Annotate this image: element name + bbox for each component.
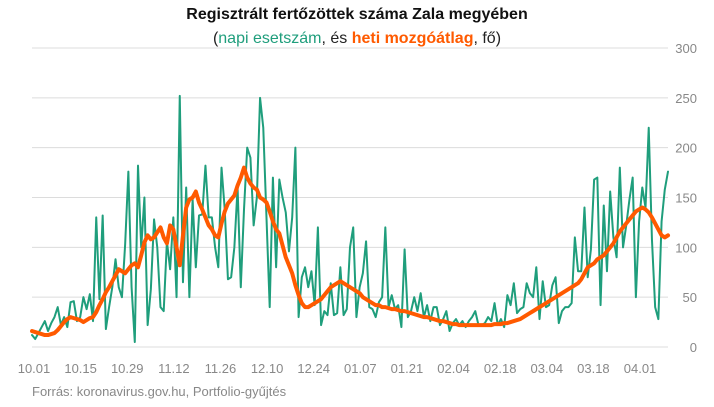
x-tick-label-12.10: 12.10 [251,361,284,376]
subtitle-close: , fő) [473,30,502,47]
chart-subtitle: (napi esetszám, és heti mozgóátlag, fő) [0,30,714,48]
y-tick-label-100: 100 [675,240,697,255]
y-tick-label-250: 250 [675,91,697,106]
source-note: Forrás: koronavirus.gov.hu, Portfolio-gy… [32,384,287,399]
x-tick-label-11.26: 11.26 [205,361,237,376]
y-tick-label-150: 150 [675,191,697,206]
x-tick-label-01.07: 01.07 [344,361,377,376]
y-tick-label-300: 300 [675,41,697,56]
x-tick-label-11.12: 11.12 [158,361,190,376]
y-tick-label-0: 0 [690,340,697,355]
legend-weekly-label: heti mozgóátlag [351,30,474,47]
weekly-average-line [30,165,670,338]
x-tick-label-01.21: 01.21 [391,361,424,376]
subtitle-mid: , és [321,30,352,47]
x-tick-label-02.04: 02.04 [437,361,470,376]
series-group [30,94,670,344]
daily-cases-line [31,94,669,344]
chart-title: Regisztrált fertőzöttek száma Zala megyé… [186,6,528,23]
x-tick-label-12.24: 12.24 [297,361,330,376]
y-axis-ticks: 0 50 100 150 200 250 300 [675,41,697,355]
legend-daily-label: napi esetszám [218,30,322,47]
y-tick-label-200: 200 [675,141,697,156]
x-tick-label-03.18: 03.18 [577,361,610,376]
y-tick-label-50: 50 [683,290,697,305]
x-tick-label-10.01: 10.01 [18,361,51,376]
x-tick-label-10.29: 10.29 [111,361,144,376]
x-tick-label-10.15: 10.15 [64,361,97,376]
x-tick-label-03.04: 03.04 [531,361,564,376]
x-tick-label-04.01: 04.01 [624,361,657,376]
x-axis-ticks: 10.01 10.15 10.29 11.12 11.26 12.10 12.24 01.07… [18,361,657,376]
x-tick-label-02.18: 02.18 [484,361,517,376]
subtitle-open: ( [212,30,219,47]
